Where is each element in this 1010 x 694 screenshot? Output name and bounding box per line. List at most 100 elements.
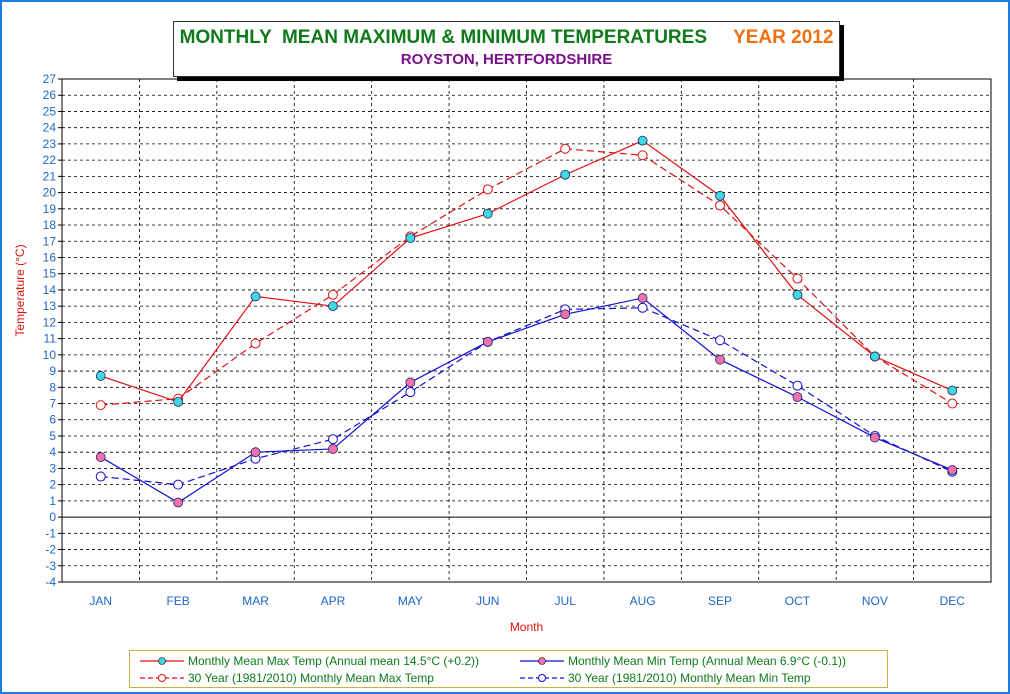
x-tick-label: DEC	[940, 594, 966, 608]
series-max-point	[405, 233, 416, 243]
y-tick-label: 13	[43, 299, 57, 313]
series-max-30yr-point	[95, 400, 106, 411]
series-max-30yr-point	[560, 143, 571, 154]
y-tick-label: 25	[43, 104, 57, 118]
series-min-30yr-point	[405, 387, 416, 398]
series-max-30yr-point	[250, 338, 261, 349]
legend-label-min-30yr: 30 Year (1981/2010) Monthly Mean Min Tem…	[568, 671, 811, 685]
series-min-point	[560, 309, 571, 320]
series-max-point	[715, 190, 725, 201]
series-max-point	[869, 351, 880, 362]
legend-label-max: Monthly Mean Max Temp (Annual mean 14.5°…	[188, 654, 480, 668]
y-tick-label: -1	[45, 526, 56, 540]
x-tick-label: JAN	[89, 594, 112, 608]
chart-subtitle: ROYSTON, HERTFORDSHIRE	[400, 51, 613, 68]
series-min-point	[328, 444, 338, 454]
x-tick-label: NOV	[862, 594, 888, 608]
y-tick-label: 19	[43, 202, 57, 216]
x-tick-label: JUL	[555, 594, 577, 608]
x-tick-label: AUG	[630, 594, 656, 608]
series-max-point	[250, 291, 261, 302]
y-tick-label: 20	[43, 186, 57, 200]
series-min-point	[250, 447, 261, 458]
y-tick-label: 11	[44, 332, 57, 346]
y-tick-label: 16	[43, 250, 57, 264]
chart-title: MONTHLY MEAN MAXIMUM & MINIMUM TEMPERATU…	[179, 27, 707, 48]
y-tick-label: 12	[43, 315, 57, 329]
chart-title-box: MONTHLY MEAN MAXIMUM & MINIMUM TEMPERATU…	[173, 21, 840, 77]
legend-swatch-min	[520, 657, 564, 665]
chart-year: YEAR 2012	[733, 27, 834, 48]
x-tick-label: OCT	[785, 594, 811, 608]
y-tick-label: 0	[49, 510, 56, 524]
y-tick-label: 14	[43, 283, 57, 297]
series-min-30yr-line	[100, 307, 953, 486]
y-tick-label: 4	[49, 445, 56, 459]
legend-label-min: Monthly Mean Min Temp (Annual Mean 6.9°C…	[568, 654, 847, 668]
series-min-point	[947, 465, 958, 475]
y-tick-label: 24	[43, 121, 57, 135]
series-max-30yr-point	[327, 289, 338, 300]
y-axis-title: Temperature (°C)	[13, 244, 27, 336]
series-max-point	[482, 208, 493, 219]
series-min-30yr-point	[327, 434, 338, 445]
y-tick-label: 26	[43, 88, 57, 102]
y-tick-label: -2	[45, 543, 56, 557]
y-tick-label: 10	[43, 348, 57, 362]
y-tick-label: 23	[43, 137, 57, 151]
series-max-30yr-point	[637, 150, 648, 161]
y-tick-label: 1	[49, 494, 56, 508]
series-max-30yr-point	[482, 184, 493, 195]
series-min-point	[95, 452, 106, 462]
y-tick-label: 6	[49, 413, 56, 427]
legend: Monthly Mean Max Temp (Annual mean 14.5°…	[129, 650, 888, 688]
x-tick-label: APR	[321, 594, 346, 608]
series-max-point	[173, 396, 184, 407]
x-tick-label: FEB	[166, 594, 189, 608]
y-tick-label: 7	[49, 397, 56, 411]
y-tick-label: 2	[49, 478, 56, 492]
series-max-30yr-point	[715, 200, 726, 211]
series-min-point	[792, 392, 803, 402]
series-min-point	[715, 354, 725, 365]
series-max-point	[637, 135, 648, 146]
series-max-30yr-point	[947, 398, 958, 409]
legend-item-max-30yr: 30 Year (1981/2010) Monthly Mean Max Tem…	[140, 670, 434, 686]
series-min-30yr-point	[637, 302, 648, 313]
y-tick-label: 15	[43, 267, 57, 281]
series-min-point	[637, 293, 648, 303]
series-max-point	[560, 169, 571, 180]
series-min-point	[405, 377, 416, 388]
x-tick-label: MAR	[242, 594, 269, 608]
series-max-point	[947, 385, 958, 396]
y-tick-label: 17	[43, 234, 57, 248]
legend-swatch-min-30yr	[520, 674, 564, 682]
legend-item-min: Monthly Mean Min Temp (Annual Mean 6.9°C…	[520, 653, 846, 669]
y-tick-label: 21	[43, 169, 57, 183]
series-max-point	[792, 289, 803, 300]
series-min-30yr-point	[792, 380, 803, 391]
series-max-point	[95, 371, 106, 381]
legend-swatch-max-30yr	[140, 674, 184, 682]
series-max-30yr-line	[100, 148, 953, 406]
y-tick-label: 27	[43, 72, 57, 86]
y-tick-label: -3	[45, 559, 56, 573]
y-tick-label: 9	[49, 364, 56, 378]
series-min-point	[869, 432, 880, 443]
legend-label-max-30yr: 30 Year (1981/2010) Monthly Mean Max Tem…	[188, 671, 434, 685]
chart-title-line: MONTHLY MEAN MAXIMUM & MINIMUM TEMPERATU…	[174, 27, 839, 49]
x-tick-label: JUN	[476, 594, 499, 608]
series-min-line	[100, 297, 953, 504]
legend-swatch-max	[140, 657, 184, 665]
legend-item-max: Monthly Mean Max Temp (Annual mean 14.5°…	[140, 653, 479, 669]
x-tick-label: MAY	[398, 594, 423, 608]
y-tick-label: 22	[43, 153, 57, 167]
series-max-point	[328, 301, 338, 312]
series-min-30yr-point	[95, 471, 106, 482]
y-tick-label: 8	[49, 380, 56, 394]
y-tick-label: 5	[49, 429, 56, 443]
series-min-point	[173, 497, 184, 508]
series-min-30yr-point	[715, 335, 726, 346]
